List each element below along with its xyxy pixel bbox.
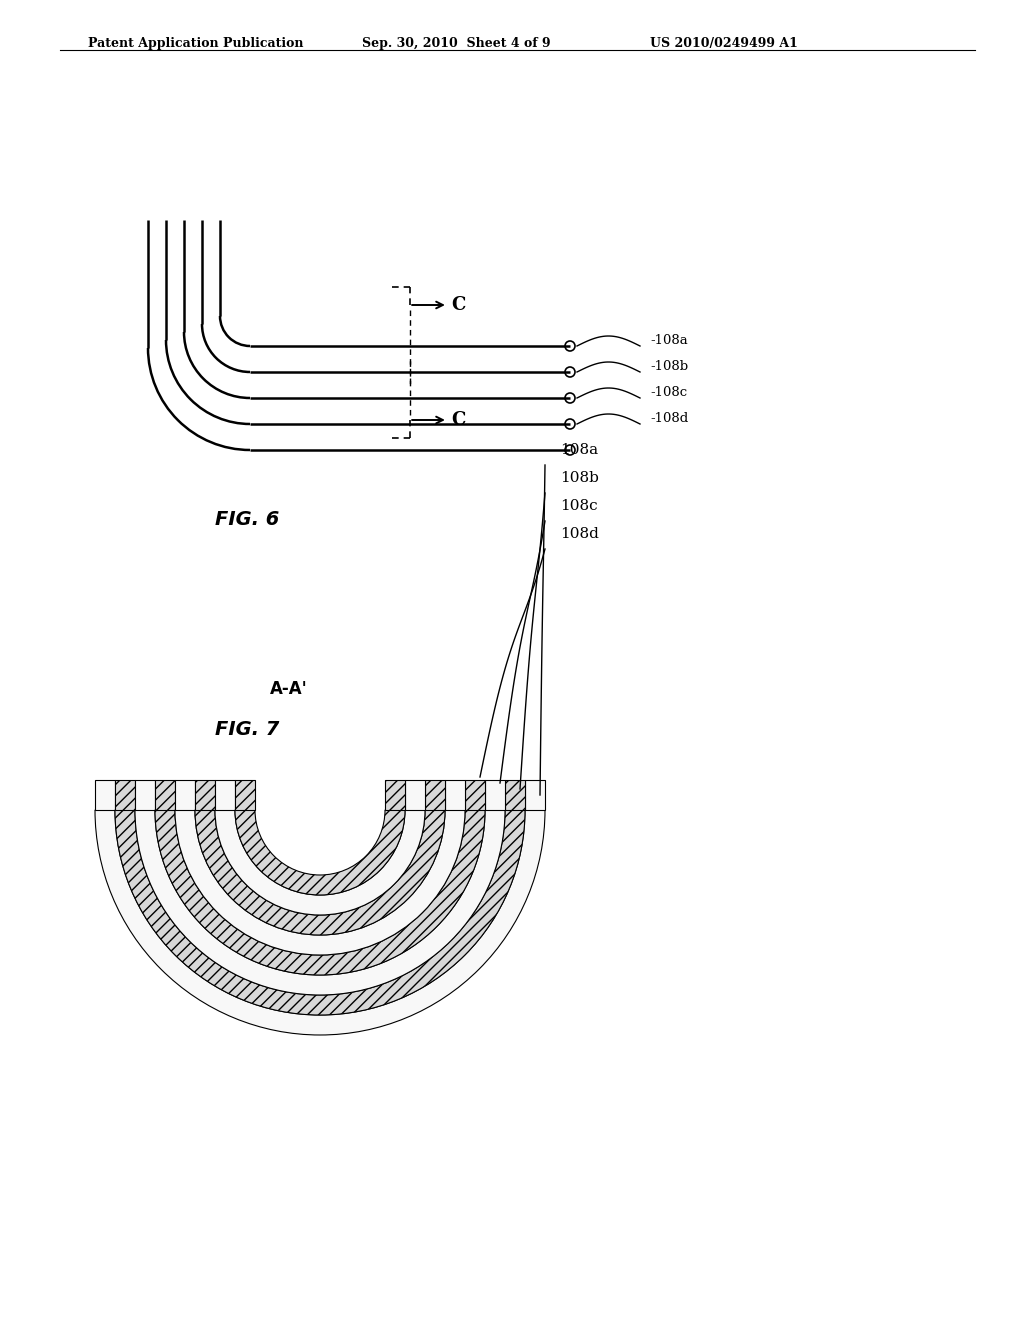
Wedge shape bbox=[155, 810, 485, 975]
Text: Patent Application Publication: Patent Application Publication bbox=[88, 37, 303, 50]
Text: 108d: 108d bbox=[560, 527, 599, 541]
Wedge shape bbox=[95, 810, 545, 1035]
Text: C: C bbox=[451, 411, 465, 429]
Bar bbox=[175, 780, 195, 810]
Bar bbox=[485, 780, 505, 810]
Bar bbox=[95, 780, 115, 810]
Text: -108d: -108d bbox=[650, 412, 688, 425]
Bar bbox=[445, 780, 465, 810]
Text: 108c: 108c bbox=[560, 499, 598, 513]
Text: -108c: -108c bbox=[650, 387, 687, 400]
Bar bbox=[135, 780, 155, 810]
Text: 108a: 108a bbox=[560, 444, 598, 457]
Bar bbox=[525, 780, 545, 810]
Bar bbox=[385, 780, 406, 810]
Text: C: C bbox=[451, 296, 465, 314]
Text: US 2010/0249499 A1: US 2010/0249499 A1 bbox=[650, 37, 798, 50]
Text: A-A': A-A' bbox=[270, 680, 308, 698]
Text: -108b: -108b bbox=[650, 360, 688, 374]
Bar bbox=[155, 780, 175, 810]
Bar bbox=[425, 780, 445, 810]
Text: 108b: 108b bbox=[560, 471, 599, 484]
Wedge shape bbox=[195, 810, 445, 935]
Text: -108a: -108a bbox=[650, 334, 688, 347]
Wedge shape bbox=[215, 810, 425, 915]
Bar bbox=[465, 780, 485, 810]
Bar bbox=[406, 780, 425, 810]
Bar bbox=[215, 780, 234, 810]
Bar bbox=[115, 780, 135, 810]
Text: FIG. 7: FIG. 7 bbox=[215, 719, 280, 739]
Bar bbox=[505, 780, 525, 810]
Bar bbox=[234, 780, 255, 810]
Text: FIG. 6: FIG. 6 bbox=[215, 510, 280, 529]
Text: Sep. 30, 2010  Sheet 4 of 9: Sep. 30, 2010 Sheet 4 of 9 bbox=[362, 37, 551, 50]
Bar bbox=[195, 780, 215, 810]
Wedge shape bbox=[234, 810, 406, 895]
Wedge shape bbox=[175, 810, 465, 954]
Wedge shape bbox=[115, 810, 525, 1015]
Wedge shape bbox=[135, 810, 505, 995]
